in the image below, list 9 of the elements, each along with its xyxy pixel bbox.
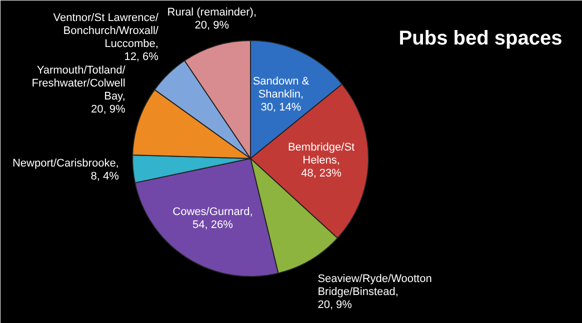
slice-label: Rural (remainder), 20, 9%: [167, 6, 257, 32]
slice-label: Seaview/Ryde/Wootton Bridge/Binstead, 20, 9%: [318, 272, 432, 311]
slice-label: Ventnor/St Lawrence/Bonchurch/Wroxall/Luccombe, 12, 6%: [53, 12, 160, 64]
text: Pubs bed spaces: [398, 28, 562, 50]
slice-label: Newport/Carisbrooke, 8, 4%: [12, 158, 120, 183]
slice-label: Cowes/Gurnard, 54, 26%: [172, 206, 253, 231]
slice-label: Sandown & Shanklin, 30, 14%: [252, 76, 310, 114]
slice-label: Bembridge/St Helens, 48, 23%: [288, 142, 355, 180]
slice-label: Yarmouth/Totland/Freshwater/Colwell Bay, 20, 9%: [32, 64, 126, 116]
